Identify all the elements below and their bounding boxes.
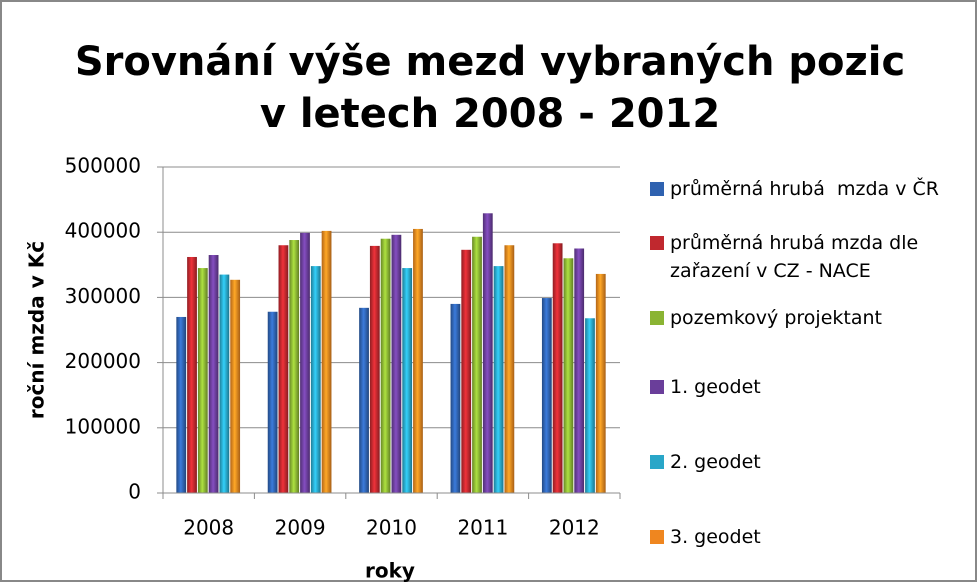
legend-label: průměrná hrubá mzda v ČR — [670, 178, 939, 200]
legend-item: průměrná hrubá mzda v ČR — [648, 175, 968, 203]
legend-swatch — [650, 380, 664, 394]
bar — [595, 273, 606, 493]
legend-swatch — [650, 236, 664, 250]
legend-label: pozemkový projektant — [670, 307, 882, 329]
bar — [482, 213, 493, 494]
legend-swatch — [650, 311, 664, 325]
y-axis-title: roční mzda v Kč — [25, 241, 49, 419]
bar — [187, 256, 197, 493]
bar — [402, 268, 413, 493]
bar — [359, 307, 369, 493]
bar — [472, 236, 482, 493]
bar — [413, 228, 423, 493]
bar — [369, 245, 380, 493]
legend-swatch — [650, 182, 664, 196]
legend-label: 3. geodet — [670, 526, 761, 548]
bar — [574, 248, 585, 493]
bar — [278, 245, 289, 493]
bar — [541, 298, 552, 493]
bar — [391, 234, 402, 494]
bar — [504, 245, 515, 493]
x-tick-label: 2008 — [183, 516, 234, 540]
bar — [197, 268, 208, 493]
bar — [208, 255, 219, 493]
legend-swatch — [650, 530, 664, 544]
bar — [230, 279, 241, 493]
legend-label: průměrná hrubá mzda dle zařazení v CZ - … — [670, 232, 925, 282]
bar — [552, 243, 563, 493]
x-axis-title: roky — [365, 559, 415, 583]
legend-item: průměrná hrubá mzda dle zařazení v CZ - … — [648, 229, 968, 285]
y-tick-label: 300000 — [65, 284, 141, 308]
legend-label: 2. geodet — [670, 451, 761, 473]
bar — [310, 266, 321, 493]
y-tick-label: 400000 — [65, 219, 141, 243]
chart-title: Srovnání výše mezd vybraných pozic v let… — [74, 39, 906, 137]
bar — [289, 240, 300, 493]
x-tick-label: 2009 — [275, 516, 326, 540]
x-tick-label: 2012 — [549, 516, 600, 540]
y-tick-label: 100000 — [65, 414, 141, 438]
y-tick-label: 500000 — [65, 154, 141, 178]
y-tick-label: 0 — [128, 480, 141, 504]
bar — [461, 249, 472, 493]
bar — [267, 311, 278, 493]
bar — [380, 238, 391, 493]
legend-item: 1. geodet — [648, 373, 968, 401]
bar — [176, 316, 187, 493]
legend-item: pozemkový projektant — [648, 304, 968, 332]
legend-item: 2. geodet — [648, 448, 968, 476]
bar — [300, 232, 310, 494]
legend-item: 3. geodet — [648, 523, 968, 551]
y-tick-label: 200000 — [65, 349, 141, 373]
bar — [219, 274, 230, 493]
x-tick-label: 2011 — [457, 516, 508, 540]
bar — [321, 230, 332, 493]
x-tick-label: 2010 — [366, 516, 417, 540]
bar — [493, 266, 504, 493]
bar — [585, 318, 595, 493]
legend-label: 1. geodet — [670, 376, 761, 398]
legend-swatch — [650, 455, 664, 469]
bar — [450, 303, 461, 493]
bar — [563, 258, 574, 493]
